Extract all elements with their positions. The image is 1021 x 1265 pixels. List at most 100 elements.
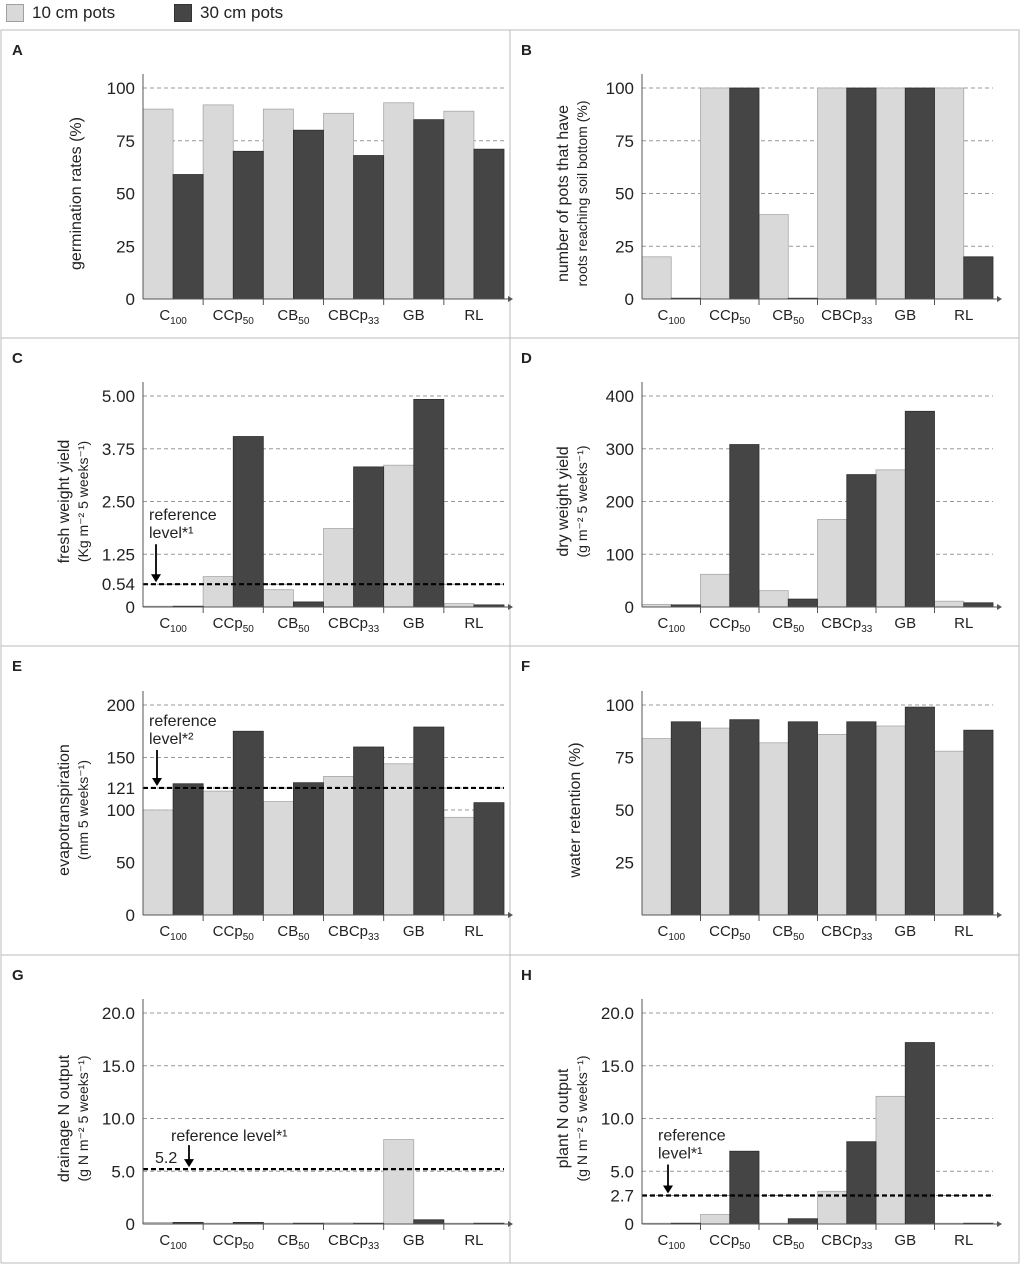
bar-30cm — [904, 1042, 935, 1225]
x-tick-label: C100 — [159, 923, 187, 943]
bar-30cm — [473, 148, 505, 300]
x-axis-arrow — [508, 604, 513, 610]
reference-arrowhead — [663, 1185, 673, 1194]
x-tick-label: RL — [464, 1232, 483, 1249]
x-tick-label: CBCp33 — [328, 307, 380, 327]
bar-10cm — [817, 1190, 848, 1225]
bar-30cm — [846, 474, 877, 608]
bar-30cm — [904, 87, 935, 300]
bar-10cm — [817, 87, 848, 300]
reference-arrowhead — [151, 574, 161, 583]
x-tick-label: CBCp33 — [328, 923, 380, 943]
y-tick-label: 50 — [116, 854, 135, 873]
x-axis-arrow — [997, 1221, 1002, 1227]
bar-30cm — [413, 1219, 445, 1225]
y-axis-label: plant N output (g N m⁻² 5 weeks⁻¹) — [555, 1055, 590, 1181]
legend-swatch-30cm — [174, 4, 192, 22]
y-tick-label: 20.0 — [601, 1004, 634, 1023]
y-tick-label: 300 — [606, 440, 634, 459]
x-axis-arrow — [508, 1221, 513, 1227]
bar-30cm — [963, 729, 994, 916]
x-axis-arrow — [997, 296, 1002, 302]
y-axis-label: evapotranspiration (mm 5 weeks⁻¹) — [56, 744, 91, 876]
panel-label: B — [521, 42, 532, 59]
bar-10cm — [262, 801, 294, 916]
reference-value-label: 5.2 — [155, 1150, 177, 1167]
bar-10cm — [323, 112, 354, 300]
x-tick-label: RL — [464, 615, 483, 632]
x-tick-label: CCp50 — [709, 615, 751, 635]
y-tick-label: 15.0 — [102, 1057, 135, 1076]
bar-30cm — [904, 410, 935, 608]
bar-30cm — [787, 721, 818, 916]
bar-10cm — [700, 573, 731, 608]
bar-10cm — [934, 87, 965, 300]
y-tick-label: 200 — [606, 493, 634, 512]
bar-10cm — [641, 738, 672, 916]
x-tick-label: GB — [403, 923, 425, 940]
bar-30cm — [232, 150, 264, 300]
x-tick-label: CBCp33 — [328, 615, 380, 635]
bar-30cm — [729, 87, 760, 300]
x-tick-label: CB50 — [277, 615, 309, 635]
x-tick-label: RL — [954, 615, 973, 632]
panel-label: A — [12, 42, 23, 59]
reference-label: reference — [658, 1128, 726, 1145]
panel-label: C — [12, 350, 23, 367]
bar-30cm — [963, 256, 994, 300]
y-tick-label: 100 — [606, 696, 634, 715]
bar-30cm — [293, 129, 324, 300]
x-tick-label: RL — [954, 923, 973, 940]
bar-30cm — [413, 119, 445, 300]
panel-label: E — [12, 658, 22, 675]
x-tick-label: GB — [894, 923, 916, 940]
x-tick-label: CB50 — [772, 615, 804, 635]
x-axis-arrow — [997, 604, 1002, 610]
y-tick-label: 75 — [615, 132, 634, 151]
chart-panel-g: G 0 5.0 10.0 15.0 20.0 C100 CCp50 CB50 CBCp33 GB RL… — [12, 967, 513, 1252]
bar-10cm — [443, 110, 475, 300]
bar-30cm — [413, 726, 445, 916]
bar-30cm — [846, 721, 877, 916]
x-tick-label: C100 — [657, 1232, 685, 1252]
x-tick-label: CCp50 — [213, 923, 255, 943]
y-tick-label: 150 — [107, 749, 135, 768]
bar-30cm — [413, 398, 445, 608]
y-tick-label: 400 — [606, 387, 634, 406]
bar-30cm — [963, 602, 994, 608]
y-tick-label: 10.0 — [601, 1110, 634, 1129]
bar-10cm — [758, 742, 789, 916]
x-tick-label: CBCp33 — [328, 1232, 380, 1252]
reference-arrowhead — [152, 777, 162, 786]
y-tick-label: 25 — [615, 854, 634, 873]
y-axis-label: water retention (%) — [567, 742, 584, 878]
legend: 10 cm pots 30 cm pots — [0, 0, 1021, 28]
y-axis-label: germination rates (%) — [68, 117, 85, 270]
bar-10cm — [700, 1214, 731, 1225]
bar-10cm — [758, 214, 789, 300]
x-tick-label: C100 — [159, 615, 187, 635]
y-tick-label: 15.0 — [601, 1057, 634, 1076]
y-tick-label: 200 — [107, 696, 135, 715]
y-tick-label: 50 — [116, 185, 135, 204]
reference-label: reference — [149, 507, 217, 524]
panel-label: H — [521, 967, 532, 984]
y-tick-label: 10.0 — [102, 1110, 135, 1129]
chart-panel-a: A 0 25 50 75 100 C100 CCp50 CB50 CBCp33 GB RL germin… — [12, 42, 513, 327]
bar-10cm — [383, 102, 415, 300]
y-tick-label: 0 — [126, 1215, 135, 1234]
y-tick-label: 5.0 — [610, 1162, 634, 1181]
y-tick-label: 0.54 — [102, 575, 135, 594]
x-tick-label: GB — [403, 1232, 425, 1249]
bar-30cm — [293, 601, 324, 608]
bar-30cm — [473, 802, 505, 916]
y-axis-label: dry weight yield (g m⁻² 5 weeks⁻¹) — [555, 445, 590, 557]
x-tick-label: C100 — [657, 923, 685, 943]
x-tick-label: GB — [403, 307, 425, 324]
bar-10cm — [142, 108, 174, 300]
y-tick-label: 100 — [107, 79, 135, 98]
reference-label: level*¹ — [658, 1146, 702, 1163]
y-tick-label: 20.0 — [102, 1004, 135, 1023]
y-tick-label: 3.75 — [102, 440, 135, 459]
bar-30cm — [293, 782, 324, 916]
